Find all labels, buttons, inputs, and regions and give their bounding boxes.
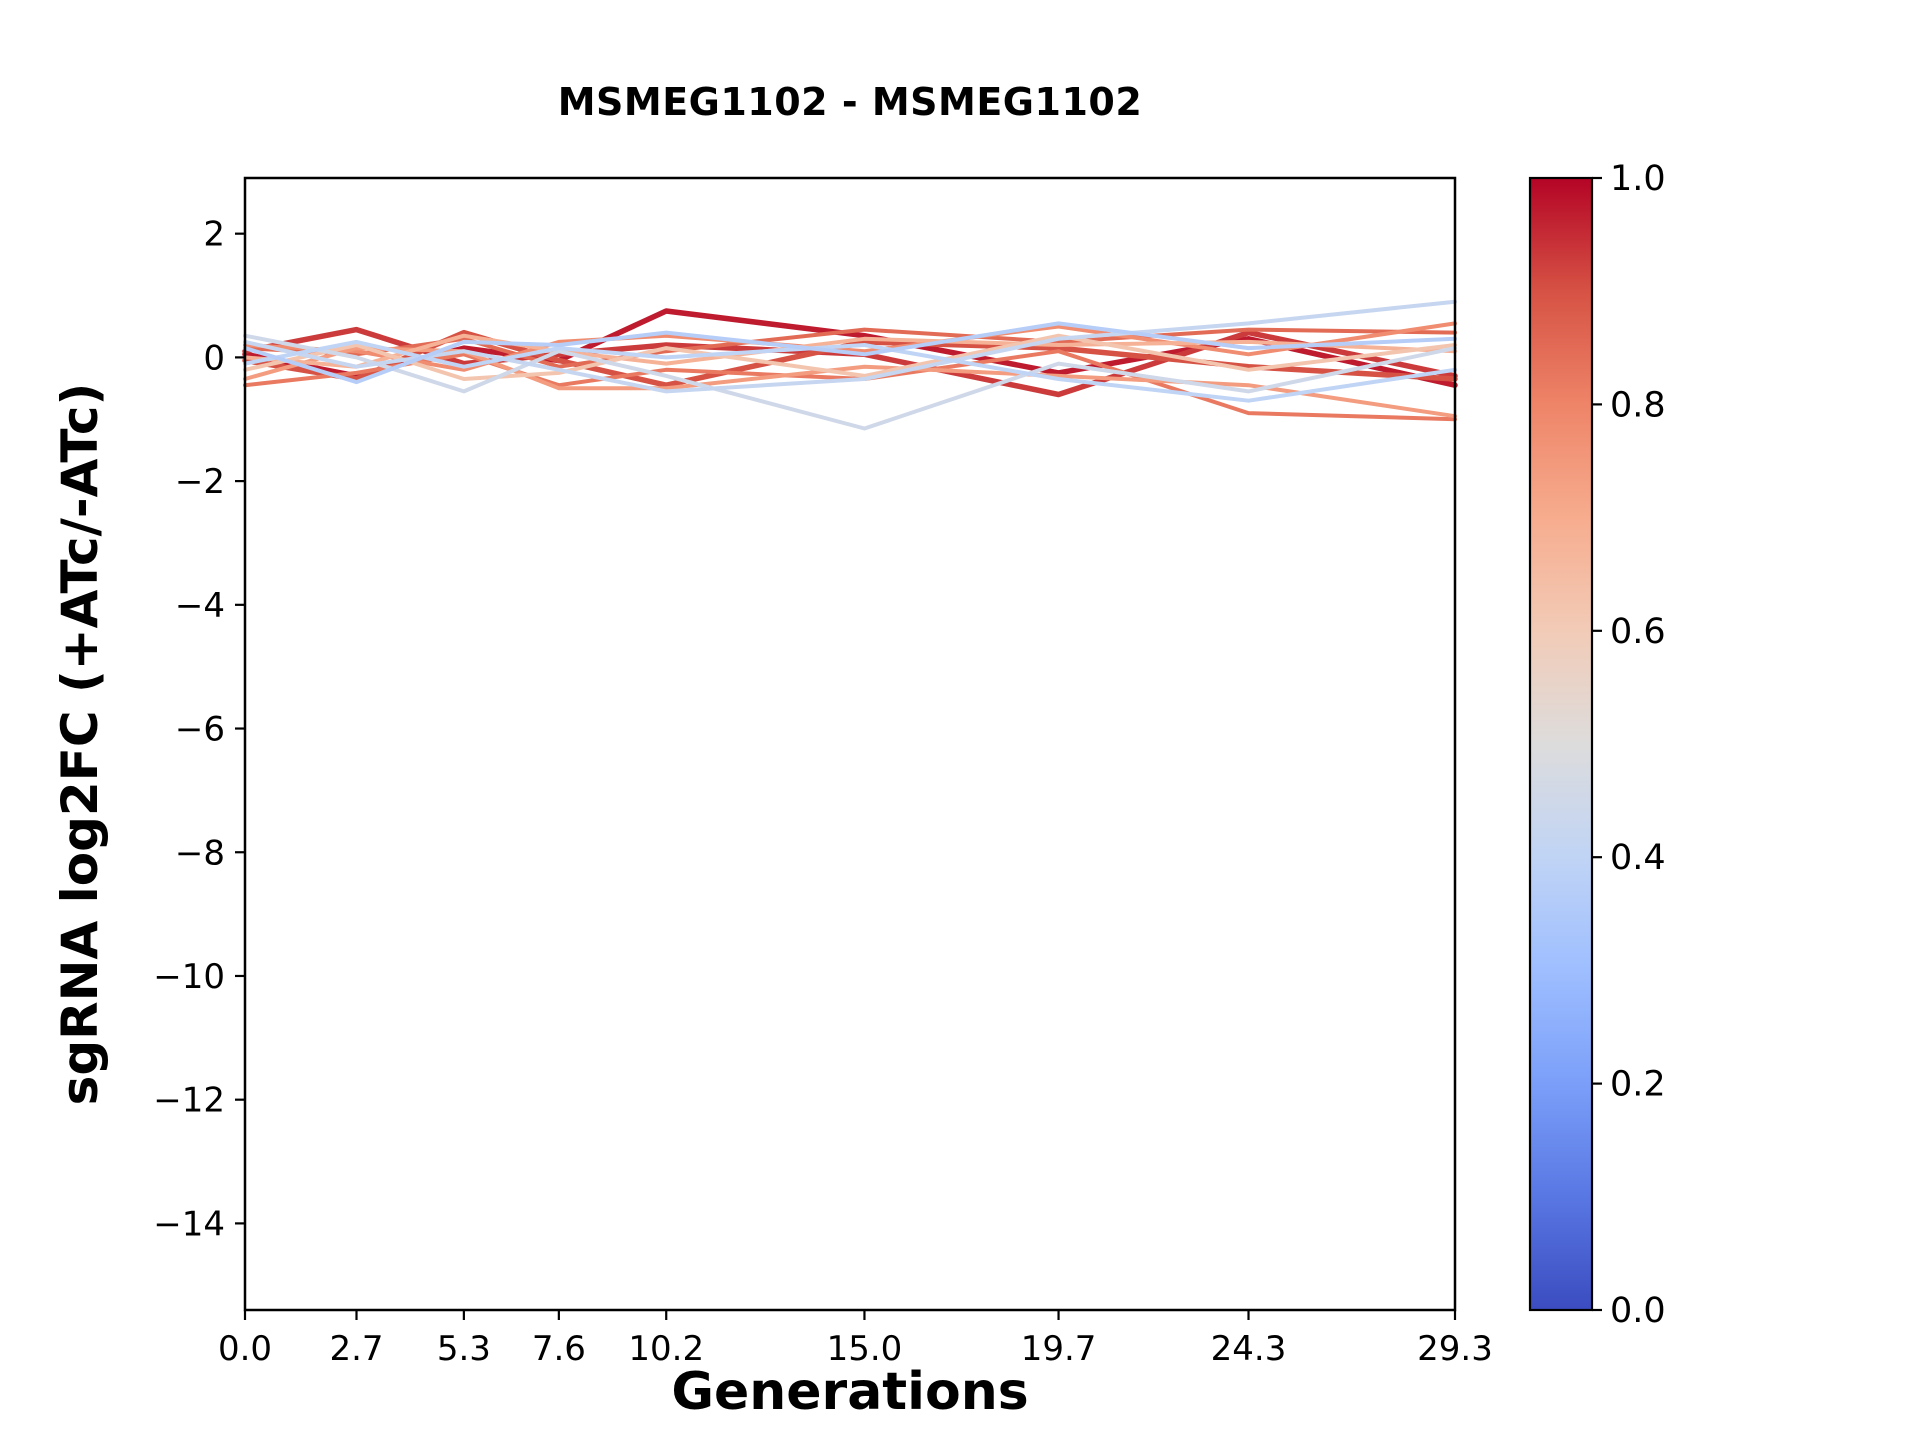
y-tick-label: 0 [203,338,225,378]
y-tick-label: −6 [175,710,225,750]
y-tick-label: −4 [175,586,225,626]
x-axis-label: Generations [671,1362,1029,1422]
y-tick-label: −10 [153,957,225,997]
x-tick-label: 7.6 [532,1329,586,1369]
x-tick-label: 29.3 [1417,1329,1493,1369]
series-line [243,299,1457,394]
x-tick-label: 15.0 [827,1329,903,1369]
colorbar-tick-label: 0.0 [1610,1291,1666,1331]
x-tick-label: 24.3 [1211,1329,1287,1369]
x-tick-label: 0.0 [218,1329,272,1369]
plot-border [243,176,1457,1312]
series-line [243,333,1457,381]
x-tick-label: 19.7 [1021,1329,1097,1369]
colorbar-tick-label: 1.0 [1610,159,1666,199]
series-line [243,321,1457,385]
series-line [242,326,1458,398]
x-tick-label: 2.7 [329,1329,383,1369]
colorbar-tick-label: 0.2 [1610,1065,1666,1105]
y-tick-label: 2 [203,215,225,255]
colorbar-border [1528,176,1594,1312]
y-tick-label: −8 [175,833,225,873]
colorbar-tick-label: 0.4 [1610,838,1666,878]
y-tick-label: −14 [153,1204,225,1244]
y-tick-label: −2 [175,462,225,502]
y-tick-label: −12 [153,1081,225,1121]
colorbar-tick-label: 0.8 [1610,385,1666,425]
colorbar-tick-label: 0.6 [1610,612,1666,652]
series-line [243,339,1457,403]
x-tick-label: 10.2 [628,1329,704,1369]
x-tick-label: 5.3 [437,1329,491,1369]
chart-title: MSMEG1102 - MSMEG1102 [557,80,1143,124]
colorbar-gradient [1530,178,1592,1310]
